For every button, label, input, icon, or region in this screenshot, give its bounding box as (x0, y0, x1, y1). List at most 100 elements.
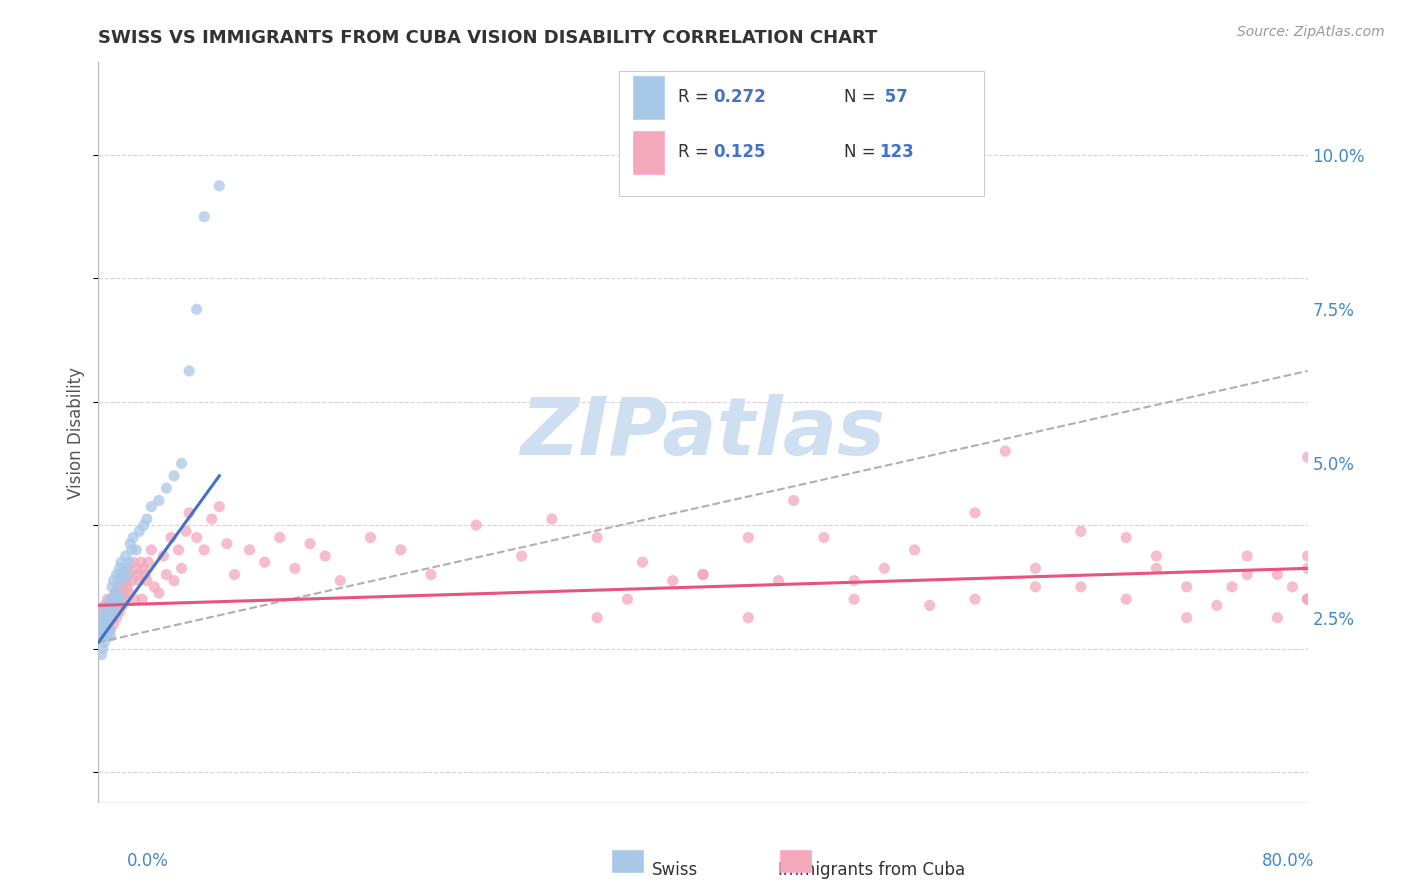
Point (284, 561, 307, 575)
Point (1070, 580, 1092, 594)
Point (96, 605, 118, 619)
Point (105, 611, 128, 625)
Point (107, 599, 129, 613)
Point (96, 629, 118, 643)
Point (224, 567, 246, 582)
Point (115, 561, 138, 575)
Point (105, 592, 128, 607)
Point (215, 536, 238, 550)
Point (101, 611, 124, 625)
Point (510, 549, 533, 563)
Point (91, 605, 114, 619)
Point (111, 599, 134, 613)
Point (1175, 580, 1198, 594)
Point (1070, 524, 1092, 539)
Point (101, 592, 124, 607)
Point (1144, 561, 1167, 575)
Point (208, 178, 231, 193)
Point (103, 592, 125, 607)
Point (141, 500, 163, 514)
Point (420, 567, 443, 582)
Point (120, 536, 142, 550)
Point (314, 549, 336, 563)
Point (103, 616, 125, 631)
Point (163, 468, 186, 483)
Point (91, 641, 114, 656)
Point (965, 506, 987, 520)
Point (103, 599, 125, 613)
Text: R =: R = (678, 88, 714, 106)
Point (844, 592, 866, 607)
Point (98, 623, 121, 637)
Point (616, 592, 638, 607)
Point (1267, 567, 1289, 582)
Point (104, 586, 127, 600)
Text: 0.272: 0.272 (713, 88, 766, 106)
Point (904, 542, 927, 557)
Point (1115, 531, 1137, 545)
Point (360, 531, 382, 545)
Point (96, 616, 118, 631)
Point (193, 210, 215, 224)
Point (1206, 599, 1229, 613)
Point (329, 574, 352, 588)
Point (125, 542, 148, 557)
Point (586, 611, 609, 625)
Point (135, 574, 157, 588)
Point (155, 567, 177, 582)
Point (100, 623, 122, 637)
Point (93, 635, 115, 649)
Point (737, 611, 759, 625)
Point (114, 549, 136, 563)
Point (174, 524, 197, 539)
Point (121, 574, 143, 588)
Point (93, 605, 115, 619)
Point (105, 567, 128, 582)
Point (91, 623, 114, 637)
Point (91, 611, 114, 625)
Point (125, 561, 148, 575)
Point (104, 599, 127, 613)
Point (127, 567, 149, 582)
Text: R =: R = (678, 144, 714, 161)
Text: 57: 57 (879, 88, 908, 106)
Point (89, 611, 111, 625)
Point (179, 364, 201, 378)
Point (100, 611, 122, 625)
Point (1144, 549, 1167, 563)
Text: SWISS VS IMMIGRANTS FROM CUBA VISION DISABILITY CORRELATION CHART: SWISS VS IMMIGRANTS FROM CUBA VISION DIS… (98, 29, 877, 47)
Point (100, 592, 122, 607)
Point (103, 574, 125, 588)
Point (844, 574, 866, 588)
Point (1296, 592, 1319, 607)
Point (104, 605, 127, 619)
Text: ZIPatlas: ZIPatlas (520, 393, 886, 472)
Point (148, 493, 170, 508)
Point (1267, 611, 1289, 625)
Point (128, 574, 150, 588)
Point (155, 481, 177, 495)
Point (90, 648, 112, 662)
Point (98, 611, 121, 625)
Point (193, 542, 215, 557)
Point (94, 611, 117, 625)
Point (132, 518, 155, 533)
Point (465, 518, 488, 533)
Point (1236, 549, 1258, 563)
Point (114, 574, 136, 588)
Point (100, 629, 122, 643)
Point (111, 580, 134, 594)
Point (692, 567, 714, 582)
Point (631, 555, 654, 569)
Text: 123: 123 (879, 144, 914, 161)
Point (112, 561, 135, 575)
Point (98, 599, 121, 613)
Point (110, 567, 132, 582)
Point (110, 592, 132, 607)
Point (186, 302, 208, 317)
Point (201, 512, 224, 526)
Point (100, 605, 122, 619)
Point (107, 580, 129, 594)
Point (141, 542, 163, 557)
Text: N =: N = (844, 88, 880, 106)
